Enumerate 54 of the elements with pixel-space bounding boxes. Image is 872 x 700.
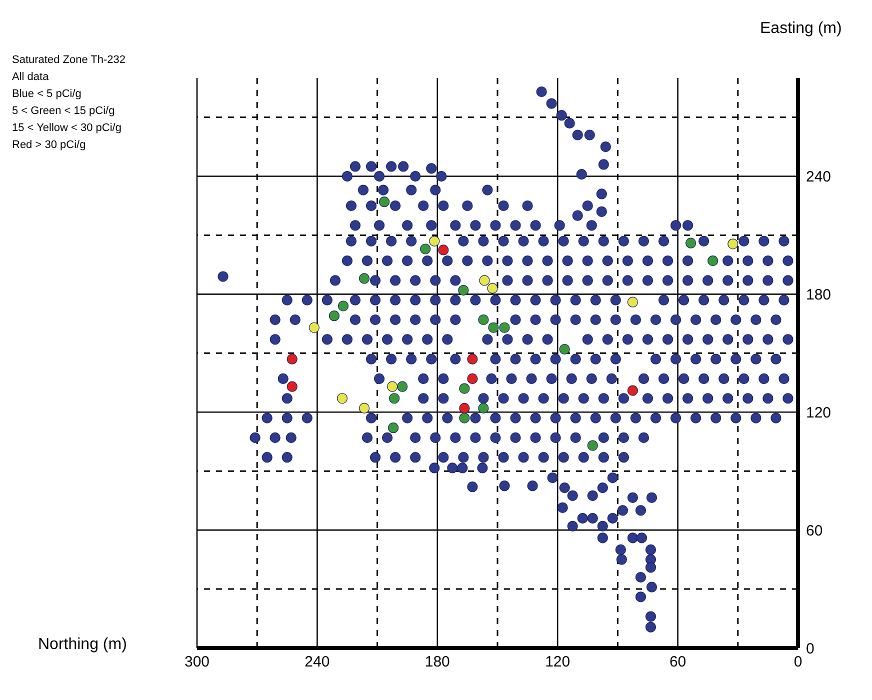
- point: [379, 196, 390, 208]
- point: [328, 310, 340, 322]
- y-tick-label: 240: [806, 168, 832, 186]
- x-tick-label: 0: [794, 654, 802, 671]
- text: 5 < Green < 15 pCi/g: [12, 104, 116, 119]
- point: [420, 244, 431, 254]
- text: 15 < Yellow < 30 pCi/g: [12, 121, 122, 136]
- point: [559, 344, 570, 355]
- point: [627, 296, 638, 308]
- text: All data: [12, 70, 50, 85]
- point: [336, 393, 348, 404]
- point: [459, 402, 470, 414]
- x-tick-label: 300: [184, 654, 210, 671]
- point: [438, 244, 449, 256]
- point: [286, 381, 298, 392]
- point: [479, 275, 490, 286]
- text: Saturated Zone Th-232: [12, 53, 126, 68]
- point: [478, 314, 489, 326]
- point: [358, 402, 370, 414]
- point: [728, 238, 738, 250]
- point: [487, 283, 498, 294]
- x-tick-label: 120: [545, 654, 570, 671]
- y-tick-label: 180: [806, 286, 832, 304]
- point: [459, 383, 470, 394]
- point: [467, 354, 478, 364]
- point: [358, 273, 370, 284]
- text: Blue < 5 pCi/g: [12, 87, 82, 102]
- point: [467, 373, 478, 384]
- point: [686, 238, 696, 248]
- y-tick-label: 0: [806, 640, 814, 658]
- point: [388, 422, 399, 434]
- point: [389, 393, 400, 404]
- point: [387, 381, 398, 392]
- point: [338, 300, 349, 312]
- y-tick-label: 120: [806, 404, 832, 422]
- point: [587, 440, 598, 451]
- x-tick-label: 60: [669, 654, 686, 671]
- point: [499, 322, 510, 333]
- x-axis-title: Northing (m): [38, 636, 127, 654]
- point: [429, 236, 440, 246]
- point: [478, 402, 489, 414]
- x-tick-label: 240: [304, 654, 330, 671]
- y-axis-title: Easting (m): [760, 20, 842, 38]
- point: [488, 322, 499, 333]
- point: [308, 322, 320, 333]
- point: [627, 385, 638, 396]
- y-tick-label: 60: [806, 522, 823, 540]
- point: [459, 412, 470, 424]
- point: [708, 255, 718, 266]
- point: [397, 381, 408, 392]
- point: [458, 284, 469, 296]
- x-tick-label: 180: [424, 654, 450, 671]
- point: [286, 354, 298, 364]
- text: Red > 30 pCi/g: [12, 138, 87, 153]
